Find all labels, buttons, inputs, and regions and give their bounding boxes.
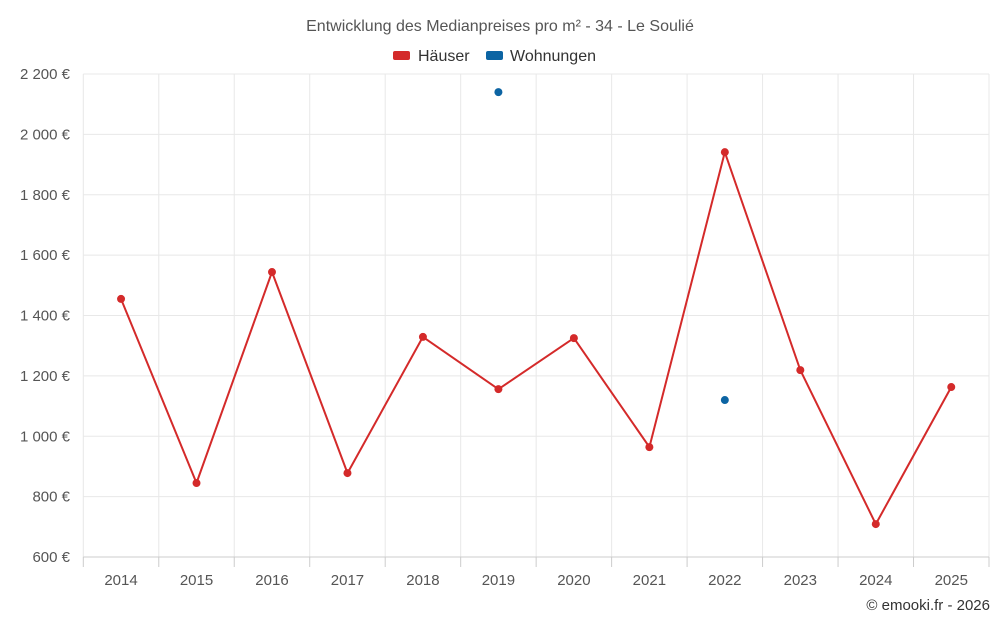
y-tick-label: 1 000 €: [20, 428, 71, 445]
x-tick-label: 2024: [859, 572, 892, 589]
y-tick-label: 2 000 €: [20, 126, 71, 143]
x-tick-label: 2017: [331, 572, 364, 589]
y-tick-label: 1 400 €: [20, 308, 71, 325]
point-haeuser-2015[interactable]: [192, 479, 201, 488]
x-tick-label: 2025: [935, 572, 968, 589]
y-tick-label: 1 200 €: [20, 368, 71, 385]
x-tick-label: 2021: [633, 572, 666, 589]
legend-item-wohnungen[interactable]: Wohnungen: [486, 48, 596, 65]
series-wohnungen: [494, 88, 729, 405]
point-haeuser-2017[interactable]: [343, 469, 352, 478]
series-haeuser: [117, 148, 956, 529]
point-haeuser-2021[interactable]: [645, 443, 654, 452]
legend-label-wohnungen: Wohnungen: [510, 48, 596, 65]
credit[interactable]: © emooki.fr - 2026: [866, 597, 990, 614]
legend-item-haeuser[interactable]: Häuser: [393, 48, 470, 65]
x-tick-label: 2022: [708, 572, 741, 589]
point-haeuser-2022[interactable]: [720, 148, 729, 157]
point-haeuser-2020[interactable]: [569, 334, 578, 343]
axes: 600 € 800 € 1 000 € 1 200 € 1 400 € 1 600 € 1 …: [20, 66, 990, 589]
y-tick-label: 1 800 €: [20, 187, 71, 204]
y-tick-label: 1 600 €: [20, 247, 71, 264]
x-tick-label: 2023: [784, 572, 817, 589]
x-tick-label: 2020: [557, 572, 590, 589]
y-tick-label: 2 200 €: [20, 66, 71, 83]
legend-swatch-haeuser: [393, 51, 410, 60]
series: [117, 88, 956, 529]
x-tick-label: 2016: [255, 572, 288, 589]
point-haeuser-2019[interactable]: [494, 385, 503, 394]
point-haeuser-2016[interactable]: [267, 268, 276, 277]
point-wohnungen-2022[interactable]: [720, 396, 729, 405]
point-haeuser-2023[interactable]: [796, 366, 805, 375]
point-haeuser-2025[interactable]: [947, 383, 956, 392]
point-haeuser-2018[interactable]: [418, 332, 427, 341]
y-tick-label: 800 €: [32, 489, 70, 506]
legend-swatch-wohnungen: [486, 51, 503, 60]
point-haeuser-2014[interactable]: [117, 294, 126, 303]
x-tick-label: 2018: [406, 572, 439, 589]
x-tick-label: 2014: [104, 572, 137, 589]
legend-label-haeuser: Häuser: [418, 48, 470, 65]
point-haeuser-2024[interactable]: [871, 520, 880, 529]
chart-title: Entwicklung des Medianpreises pro m² - 3…: [306, 18, 694, 35]
point-wohnungen-2019[interactable]: [494, 88, 503, 97]
legend: Häuser Wohnungen: [393, 48, 596, 65]
series-line-haeuser: [120, 151, 953, 526]
x-tick-label: 2015: [180, 572, 213, 589]
x-tick-label: 2019: [482, 572, 515, 589]
y-tick-label: 600 €: [32, 549, 70, 566]
